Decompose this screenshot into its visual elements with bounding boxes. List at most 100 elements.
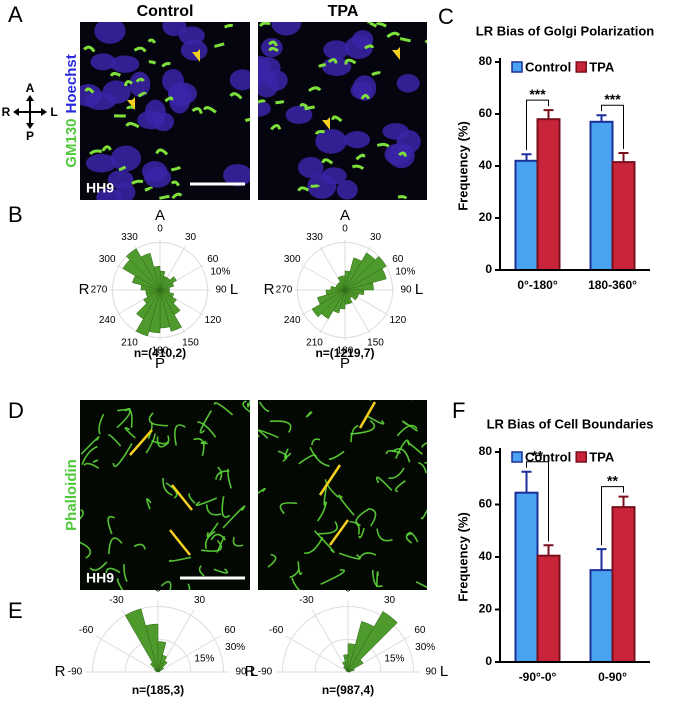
- legend-label: Control: [525, 449, 571, 464]
- boundary-marker: [171, 484, 193, 511]
- rose-wedge: [124, 608, 159, 673]
- membrane: [284, 448, 292, 459]
- membrane: [80, 436, 100, 455]
- membrane: [156, 436, 170, 448]
- y-axis-label: Frequency (%): [455, 512, 470, 602]
- membrane: [168, 556, 192, 562]
- significance-bracket: [601, 486, 624, 546]
- y-tick-label: 20: [479, 210, 493, 224]
- membrane: [411, 400, 413, 401]
- nucleus: [129, 71, 151, 97]
- golgi: [375, 22, 387, 28]
- boundary-marker: [358, 401, 377, 429]
- compass-label: R: [2, 105, 11, 119]
- membrane: [80, 509, 84, 520]
- membrane: [198, 565, 205, 577]
- theta-tick-label: 210: [121, 337, 138, 348]
- direction-label: L: [440, 663, 448, 680]
- axes: [499, 448, 650, 663]
- arrowhead: [127, 97, 135, 110]
- nucleus: [110, 145, 142, 172]
- membrane: [199, 410, 213, 434]
- membrane: [188, 492, 196, 504]
- compass-label: P: [26, 129, 34, 143]
- membrane: [303, 536, 324, 554]
- membrane: [406, 441, 423, 455]
- golgi: [351, 164, 365, 170]
- theta-tick-label: 60: [414, 625, 426, 636]
- nucleus: [115, 182, 136, 200]
- rose-wedge: [143, 289, 161, 304]
- golgi: [171, 192, 183, 200]
- nucleus: [223, 163, 250, 187]
- nucleus: [94, 22, 126, 44]
- direction-label: P: [340, 355, 350, 372]
- golgi: [355, 153, 366, 161]
- membrane: [316, 501, 328, 522]
- theta-tick-label: -90: [68, 667, 83, 678]
- axes: [499, 58, 650, 271]
- membrane: [195, 497, 218, 507]
- golgi: [371, 71, 382, 77]
- membrane: [269, 420, 292, 433]
- membrane: [216, 535, 226, 554]
- boundary-marker: [169, 529, 191, 556]
- golgi: [125, 122, 140, 129]
- membrane: [107, 434, 122, 447]
- membrane: [222, 505, 246, 529]
- arrowhead: [392, 47, 400, 60]
- membrane: [376, 528, 393, 542]
- rose-wedge: [347, 611, 398, 673]
- stage-label: HH9: [86, 180, 114, 196]
- golgi: [308, 86, 322, 92]
- rose-wedge: [317, 289, 346, 305]
- nucleus: [90, 53, 116, 71]
- theta-tick-label: 330: [121, 232, 138, 243]
- error-bar: [596, 548, 607, 571]
- rose-wedge: [347, 659, 364, 673]
- golgi: [304, 105, 315, 111]
- membrane: [116, 410, 131, 429]
- direction-label: P: [155, 355, 165, 372]
- membrane: [174, 424, 186, 446]
- caption: n=(1219,7): [315, 346, 374, 360]
- membrane: [213, 402, 234, 416]
- nucleus: [315, 128, 347, 154]
- nucleus: [110, 55, 140, 73]
- micrograph-content: [258, 400, 427, 590]
- theta-tick-label: -30: [109, 595, 124, 606]
- significance-label: ***: [604, 91, 621, 107]
- micrograph-content: [80, 400, 250, 590]
- bar: [611, 506, 636, 663]
- rose-wedge: [145, 623, 159, 673]
- membrane: [213, 568, 229, 574]
- grid-spoke: [311, 609, 349, 673]
- golgi: [270, 124, 282, 131]
- theta-tick-label: -30: [299, 595, 314, 606]
- theta-tick-label: 300: [99, 254, 116, 265]
- theta-tick-label: 150: [367, 337, 384, 348]
- golgi: [137, 91, 147, 98]
- membrane: [418, 461, 427, 474]
- membrane: [338, 494, 355, 516]
- membrane: [108, 537, 123, 555]
- golgi: [367, 22, 378, 28]
- golgi: [171, 165, 182, 172]
- direction-label: A: [340, 207, 350, 224]
- legend-swatch: [511, 61, 523, 73]
- r-tick-label: 15%: [384, 653, 404, 664]
- grid-spoke: [285, 635, 349, 673]
- rose-wedge: [344, 289, 358, 301]
- membrane: [350, 420, 376, 435]
- error-bar: [521, 470, 532, 493]
- rose-wedge: [157, 670, 161, 673]
- direction-label: R: [245, 663, 256, 680]
- error-bar: [618, 152, 629, 163]
- theta-tick-label: -60: [269, 625, 284, 636]
- bar: [514, 491, 539, 663]
- golgi: [318, 63, 326, 68]
- membrane: [371, 569, 383, 588]
- nucleus: [137, 110, 166, 130]
- nucleus: [180, 39, 208, 61]
- theta-tick-label: 90: [400, 285, 412, 296]
